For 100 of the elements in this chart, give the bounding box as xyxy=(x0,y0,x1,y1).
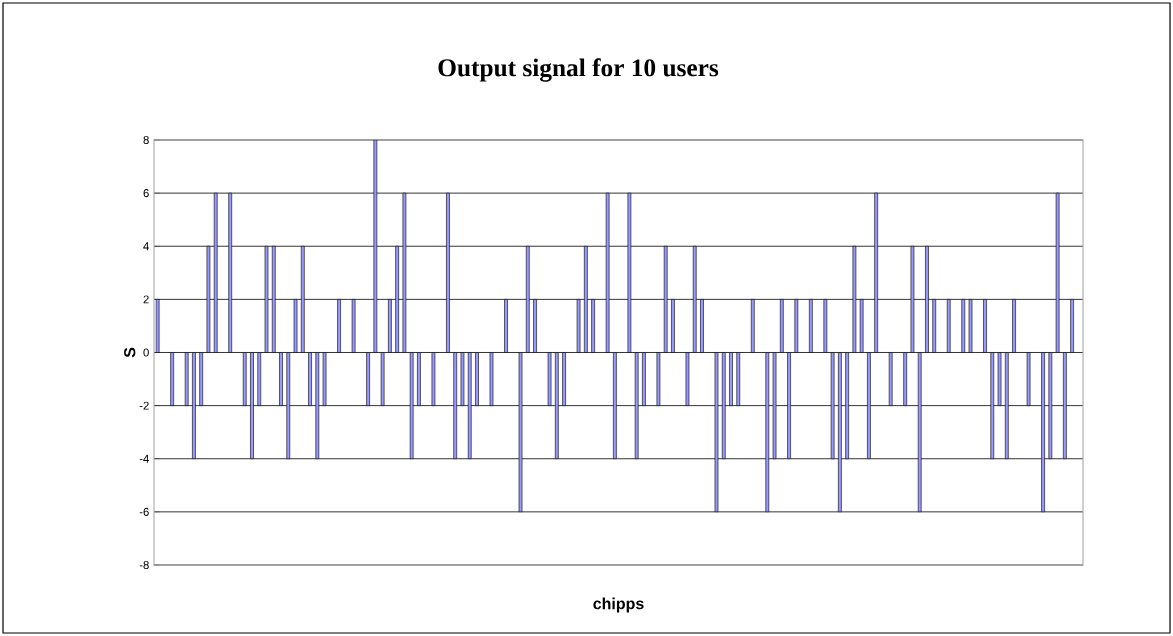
bar xyxy=(351,299,356,353)
bar xyxy=(1012,299,1016,353)
bar xyxy=(917,352,922,513)
bar xyxy=(453,352,458,460)
bar xyxy=(184,352,189,406)
bar xyxy=(750,299,755,353)
bar xyxy=(692,245,697,353)
bar xyxy=(663,245,668,353)
bar xyxy=(721,352,726,460)
bar xyxy=(395,245,399,353)
bar xyxy=(337,299,341,353)
y-tick-label: 8 xyxy=(143,135,149,144)
bar xyxy=(765,352,770,513)
bar xyxy=(961,299,966,353)
bar xyxy=(809,299,813,353)
bar xyxy=(627,192,632,353)
y-tick-label: 2 xyxy=(143,295,149,304)
bar xyxy=(736,352,741,406)
bar xyxy=(1041,352,1045,513)
bar xyxy=(504,299,508,353)
bar xyxy=(903,352,908,406)
bar xyxy=(380,352,385,406)
bar xyxy=(874,192,878,353)
bar xyxy=(772,352,777,460)
bar xyxy=(206,245,211,353)
bar xyxy=(264,245,269,353)
y-tick-label: 4 xyxy=(143,242,149,251)
bar xyxy=(1055,192,1060,353)
bar xyxy=(910,245,915,353)
bar xyxy=(547,352,552,406)
bar xyxy=(417,352,421,406)
y-tick-label: -6 xyxy=(139,507,149,516)
bar xyxy=(968,299,973,353)
bar xyxy=(830,352,835,460)
bar xyxy=(845,352,849,460)
bar xyxy=(888,352,893,406)
bar xyxy=(1070,299,1074,353)
bar xyxy=(779,299,784,353)
bar xyxy=(983,299,987,353)
bar xyxy=(946,299,951,353)
bar xyxy=(634,352,639,460)
bar xyxy=(431,352,436,406)
bar xyxy=(293,299,298,353)
bar xyxy=(315,352,320,460)
bar xyxy=(460,352,465,406)
bar xyxy=(562,352,566,406)
bar xyxy=(257,352,262,406)
bar xyxy=(446,192,450,353)
bar xyxy=(1026,352,1031,406)
bar xyxy=(525,245,530,353)
bar xyxy=(714,352,719,513)
bar xyxy=(671,299,675,353)
bar xyxy=(1063,352,1067,460)
bar xyxy=(584,245,588,353)
bar xyxy=(554,352,559,460)
bar xyxy=(852,245,857,353)
bar xyxy=(591,299,595,353)
y-axis-title: S xyxy=(124,347,136,358)
bar xyxy=(656,352,661,406)
bar xyxy=(700,299,704,353)
bar xyxy=(867,352,871,460)
bar xyxy=(300,245,305,353)
bar xyxy=(286,352,291,460)
bar xyxy=(794,299,799,353)
bar xyxy=(925,245,929,353)
bar xyxy=(366,352,370,406)
bar xyxy=(642,352,646,406)
bar xyxy=(576,299,581,353)
bar xyxy=(605,192,610,353)
bar xyxy=(729,352,733,406)
y-tick-label: -2 xyxy=(139,401,149,410)
bar xyxy=(533,299,537,353)
bar xyxy=(242,352,247,406)
bar xyxy=(192,352,196,460)
bar xyxy=(475,352,479,406)
bar xyxy=(685,352,690,406)
bar xyxy=(199,352,203,406)
bar xyxy=(489,352,494,406)
x-axis-title: chipps xyxy=(593,597,644,613)
bar xyxy=(170,352,174,406)
bar xyxy=(279,352,283,406)
bar xyxy=(613,352,617,460)
bar xyxy=(823,299,828,353)
bar xyxy=(997,352,1002,406)
bar xyxy=(271,245,276,353)
bar xyxy=(518,352,523,513)
bar xyxy=(838,352,842,513)
y-tick-label: -4 xyxy=(139,454,149,463)
bar xyxy=(308,352,312,406)
bar xyxy=(322,352,327,406)
bar xyxy=(402,192,407,353)
y-tick-label: 6 xyxy=(143,189,149,198)
bar xyxy=(1048,352,1053,460)
bar xyxy=(1004,352,1009,460)
bar xyxy=(467,352,472,460)
bar xyxy=(228,192,233,353)
bar xyxy=(990,352,995,460)
bar xyxy=(388,299,392,353)
bar xyxy=(932,299,937,353)
bar xyxy=(409,352,414,460)
